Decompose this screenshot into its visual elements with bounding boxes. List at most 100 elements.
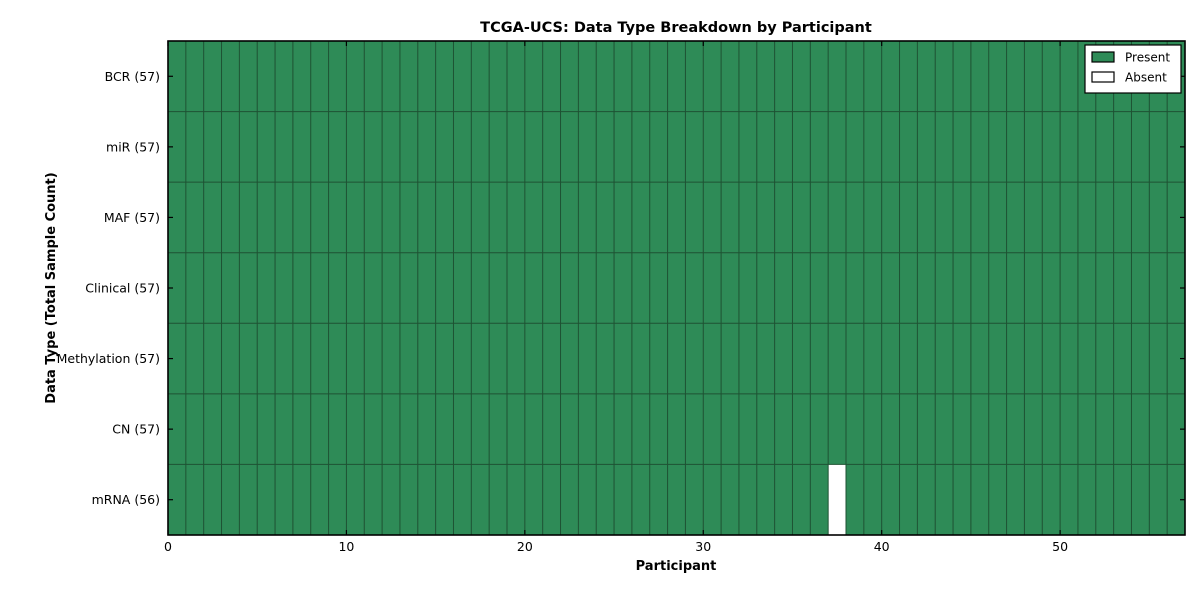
- heatmap-cell: [1077, 464, 1096, 535]
- heatmap-cell: [1006, 464, 1025, 535]
- heatmap-cell: [435, 393, 454, 465]
- heatmap-cell: [614, 323, 632, 394]
- heatmap-cell: [828, 323, 846, 394]
- heatmap-cell: [792, 111, 811, 183]
- heatmap-cell: [239, 111, 258, 183]
- heatmap-cell: [1095, 252, 1114, 324]
- heatmap-cell: [846, 464, 864, 535]
- heatmap-cell: [257, 41, 276, 112]
- heatmap-cell: [489, 464, 507, 535]
- heatmap-cell: [953, 252, 971, 324]
- heatmap-cell: [1167, 393, 1185, 465]
- heatmap-cell: [1131, 464, 1150, 535]
- heatmap-cell: [239, 41, 258, 112]
- heatmap-cell: [738, 182, 757, 253]
- heatmap-cell: [846, 393, 864, 465]
- heatmap-cell: [471, 111, 490, 183]
- heatmap-cell: [221, 41, 240, 112]
- heatmap-cell: [542, 323, 561, 394]
- heatmap-cell: [935, 182, 954, 253]
- heatmap-cell: [596, 182, 615, 253]
- heatmap-cell: [275, 323, 293, 394]
- heatmap-cell: [631, 182, 650, 253]
- heatmap-cell: [364, 252, 383, 324]
- heatmap-cell: [489, 41, 507, 112]
- heatmap-cell: [756, 323, 775, 394]
- heatmap-cell: [774, 111, 793, 183]
- heatmap-cell: [1006, 41, 1025, 112]
- y-axis-label: Data Type (Total Sample Count): [44, 172, 59, 403]
- heatmap-cell: [810, 252, 829, 324]
- heatmap-cell: [810, 323, 829, 394]
- y-tick-labels: BCR (57) miR (57) MAF (57) Clinical (57) Met…: [57, 69, 160, 507]
- heatmap-cell: [328, 182, 347, 253]
- heatmap-cell: [685, 464, 704, 535]
- heatmap-cell: [507, 182, 525, 253]
- heatmap-cell: [203, 464, 222, 535]
- heatmap-cell: [988, 111, 1007, 183]
- heatmap-cell: [168, 464, 186, 535]
- heatmap-cell: [364, 393, 383, 465]
- heatmap-cell: [917, 252, 936, 324]
- heatmap-cell: [667, 252, 686, 324]
- heatmap-cell: [221, 464, 240, 535]
- heatmap-cell: [1042, 41, 1061, 112]
- heatmap-cell: [1024, 464, 1043, 535]
- legend: Present Absent: [1084, 44, 1182, 94]
- x-tick-label: 0: [164, 539, 172, 554]
- heatmap-cell: [917, 182, 936, 253]
- heatmap-cell: [560, 41, 579, 112]
- heatmap-cell: [1042, 252, 1061, 324]
- heatmap-cell: [881, 323, 900, 394]
- heatmap-cell: [756, 111, 775, 183]
- heatmap-cell: [417, 464, 436, 535]
- heatmap-cell: [275, 464, 293, 535]
- heatmap-cell: [453, 393, 472, 465]
- heatmap-cell: [917, 393, 936, 465]
- heatmap-cell: [382, 252, 400, 324]
- heatmap-cell: [685, 41, 704, 112]
- heatmap-cell: [346, 111, 365, 183]
- heatmap-cell: [970, 41, 989, 112]
- heatmap-cell: [524, 182, 543, 253]
- heatmap-cells: [168, 41, 1185, 535]
- heatmap-cell: [346, 41, 365, 112]
- heatmap-cell: [168, 111, 186, 183]
- heatmap-cell: [471, 323, 490, 394]
- heatmap-cell: [703, 323, 722, 394]
- heatmap-cell: [399, 323, 418, 394]
- heatmap-cell: [292, 41, 311, 112]
- heatmap-cell: [685, 323, 704, 394]
- heatmap-cell: [988, 393, 1007, 465]
- heatmap-cell: [1024, 182, 1043, 253]
- heatmap-cell: [275, 252, 293, 324]
- heatmap-cell: [614, 41, 632, 112]
- heatmap-cell: [899, 323, 918, 394]
- heatmap-cell: [1149, 252, 1168, 324]
- heatmap-cell: [1024, 111, 1043, 183]
- heatmap-cell: [721, 464, 739, 535]
- heatmap-cell: [828, 393, 846, 465]
- heatmap-cell: [774, 464, 793, 535]
- heatmap-cell: [578, 41, 597, 112]
- heatmap-cell: [881, 393, 900, 465]
- legend-swatch: [1091, 71, 1115, 83]
- heatmap-cell: [881, 41, 900, 112]
- heatmap-cell: [542, 393, 561, 465]
- heatmap-cell: [417, 393, 436, 465]
- heatmap-cell: [560, 323, 579, 394]
- heatmap-cell: [292, 393, 311, 465]
- heatmap-cell: [203, 182, 222, 253]
- heatmap-cell: [185, 252, 204, 324]
- heatmap-cell: [275, 393, 293, 465]
- legend-entry-label: Absent: [1125, 71, 1167, 85]
- heatmap-cell: [881, 111, 900, 183]
- y-tick-label: BCR (57): [105, 69, 160, 84]
- heatmap-cell: [1006, 111, 1025, 183]
- heatmap-cell: [792, 182, 811, 253]
- heatmap-cell: [721, 182, 739, 253]
- heatmap-cell: [524, 464, 543, 535]
- heatmap-cell: [471, 252, 490, 324]
- heatmap-cell: [846, 182, 864, 253]
